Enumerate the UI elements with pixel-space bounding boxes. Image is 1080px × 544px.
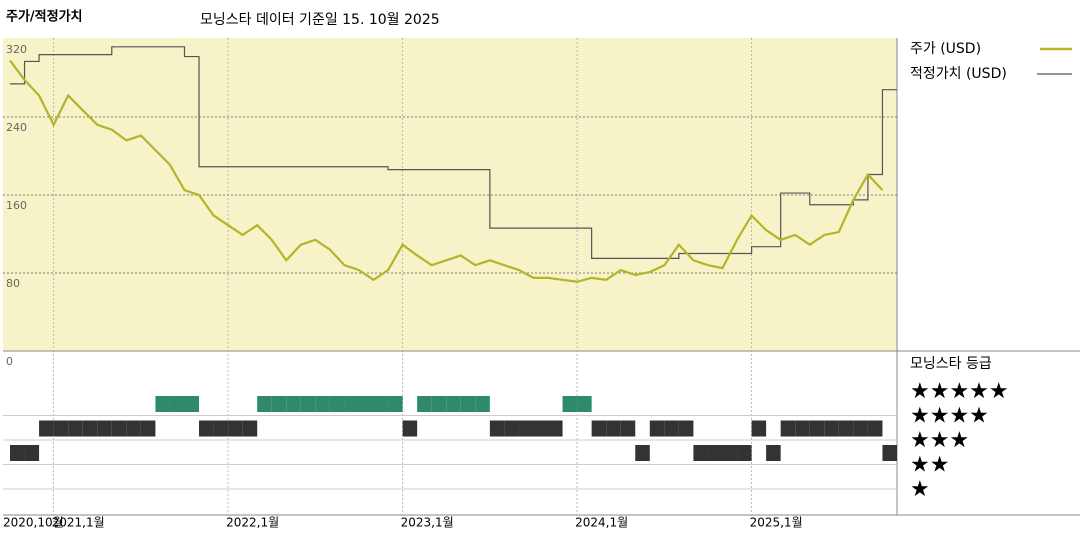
rating-bar [169,396,185,412]
rating-legend: ★★★ [910,428,969,453]
plot-background [3,38,897,351]
rating-bar [53,420,69,437]
rating-bar [795,420,810,437]
rating-bar [315,396,330,412]
rating-bar [68,420,83,437]
rating-bar [126,420,141,437]
rating-bar [635,445,650,461]
rating-bar [10,445,25,461]
rating-bar [780,420,796,437]
rating-bar [548,420,563,437]
chart-subtitle: 모닝스타 데이터 기준일 15. 10월 2025 [200,12,440,28]
rating-bar [460,396,476,412]
rating-bar [257,396,272,412]
rating-bar [329,396,345,412]
rating-bar [678,420,694,437]
rating-bar [286,396,301,412]
rating-bar [620,420,636,437]
rating-bar [373,396,389,412]
x-tick-label: 2020,10월 [3,516,64,530]
legend-label: 주가 (USD) [910,41,981,57]
rating-bar [853,420,868,437]
y-tick-label: 80 [6,277,20,290]
rating-legend: ★★★★★ [910,379,1009,404]
rating-bar [82,420,98,437]
rating-bar [649,420,665,437]
rating-legend: ★★★★ [910,404,989,429]
x-tick-label: 2025,1월 [750,516,803,530]
rating-legend: ★ [910,477,930,502]
y-tick-label: 320 [6,43,27,56]
rating-title: 모닝스타 등급 [910,356,992,372]
x-tick-label: 2023,1월 [401,516,454,530]
rating-bar [242,420,258,437]
rating-bar [664,420,679,437]
y-tick-label: 240 [6,121,27,134]
rating-bar [707,445,723,461]
rating-bar [577,396,592,412]
rating-bar [97,420,112,437]
rating-bar [446,396,461,412]
rating-bar [300,396,316,412]
rating-bar [504,420,519,437]
rating-bar [693,445,708,461]
rating-bar [824,420,839,437]
rating-bar [606,420,621,437]
rating-bar [344,396,359,412]
rating-bar [213,420,229,437]
rating-bar [111,420,127,437]
series-line [9,59,884,283]
rating-bar [39,420,54,437]
rating-bar [591,420,607,437]
rating-bar [838,420,854,437]
rating-bar [766,445,781,461]
rating-bar [24,445,40,461]
rating-bar [809,420,825,437]
rating-bar [271,396,287,412]
rating-bar [475,396,490,412]
rating-bar [228,420,243,437]
rating-bar [882,445,897,461]
rating-legend: ★★ [910,453,949,478]
chart-title: 주가/적정가치 [6,9,83,25]
x-tick-label: 2022,1월 [226,516,279,530]
rating-bar [867,420,883,437]
rating-bar [489,420,505,437]
rating-bar [358,396,374,412]
x-tick-label: 2024,1월 [575,516,628,530]
rating-bar [184,396,200,412]
rating-bar [199,420,214,437]
series-line [10,46,897,259]
rating-bar [562,396,578,412]
rating-bar [140,420,156,437]
rating-bar [533,420,549,437]
rating-bar [431,396,447,412]
rating-bar [155,396,170,412]
rating-bar [388,396,403,412]
y-tick-label: 0 [6,355,13,368]
x-tick-label: 2021,1월 [52,516,105,530]
rating-bar [417,396,432,412]
rating-bar [518,420,534,437]
legend-label: 적정가치 (USD) [910,66,1007,82]
y-tick-label: 160 [6,199,27,212]
rating-bar [722,445,738,461]
rating-bar [737,445,752,461]
rating-bar [751,420,767,437]
rating-bar [402,420,418,437]
